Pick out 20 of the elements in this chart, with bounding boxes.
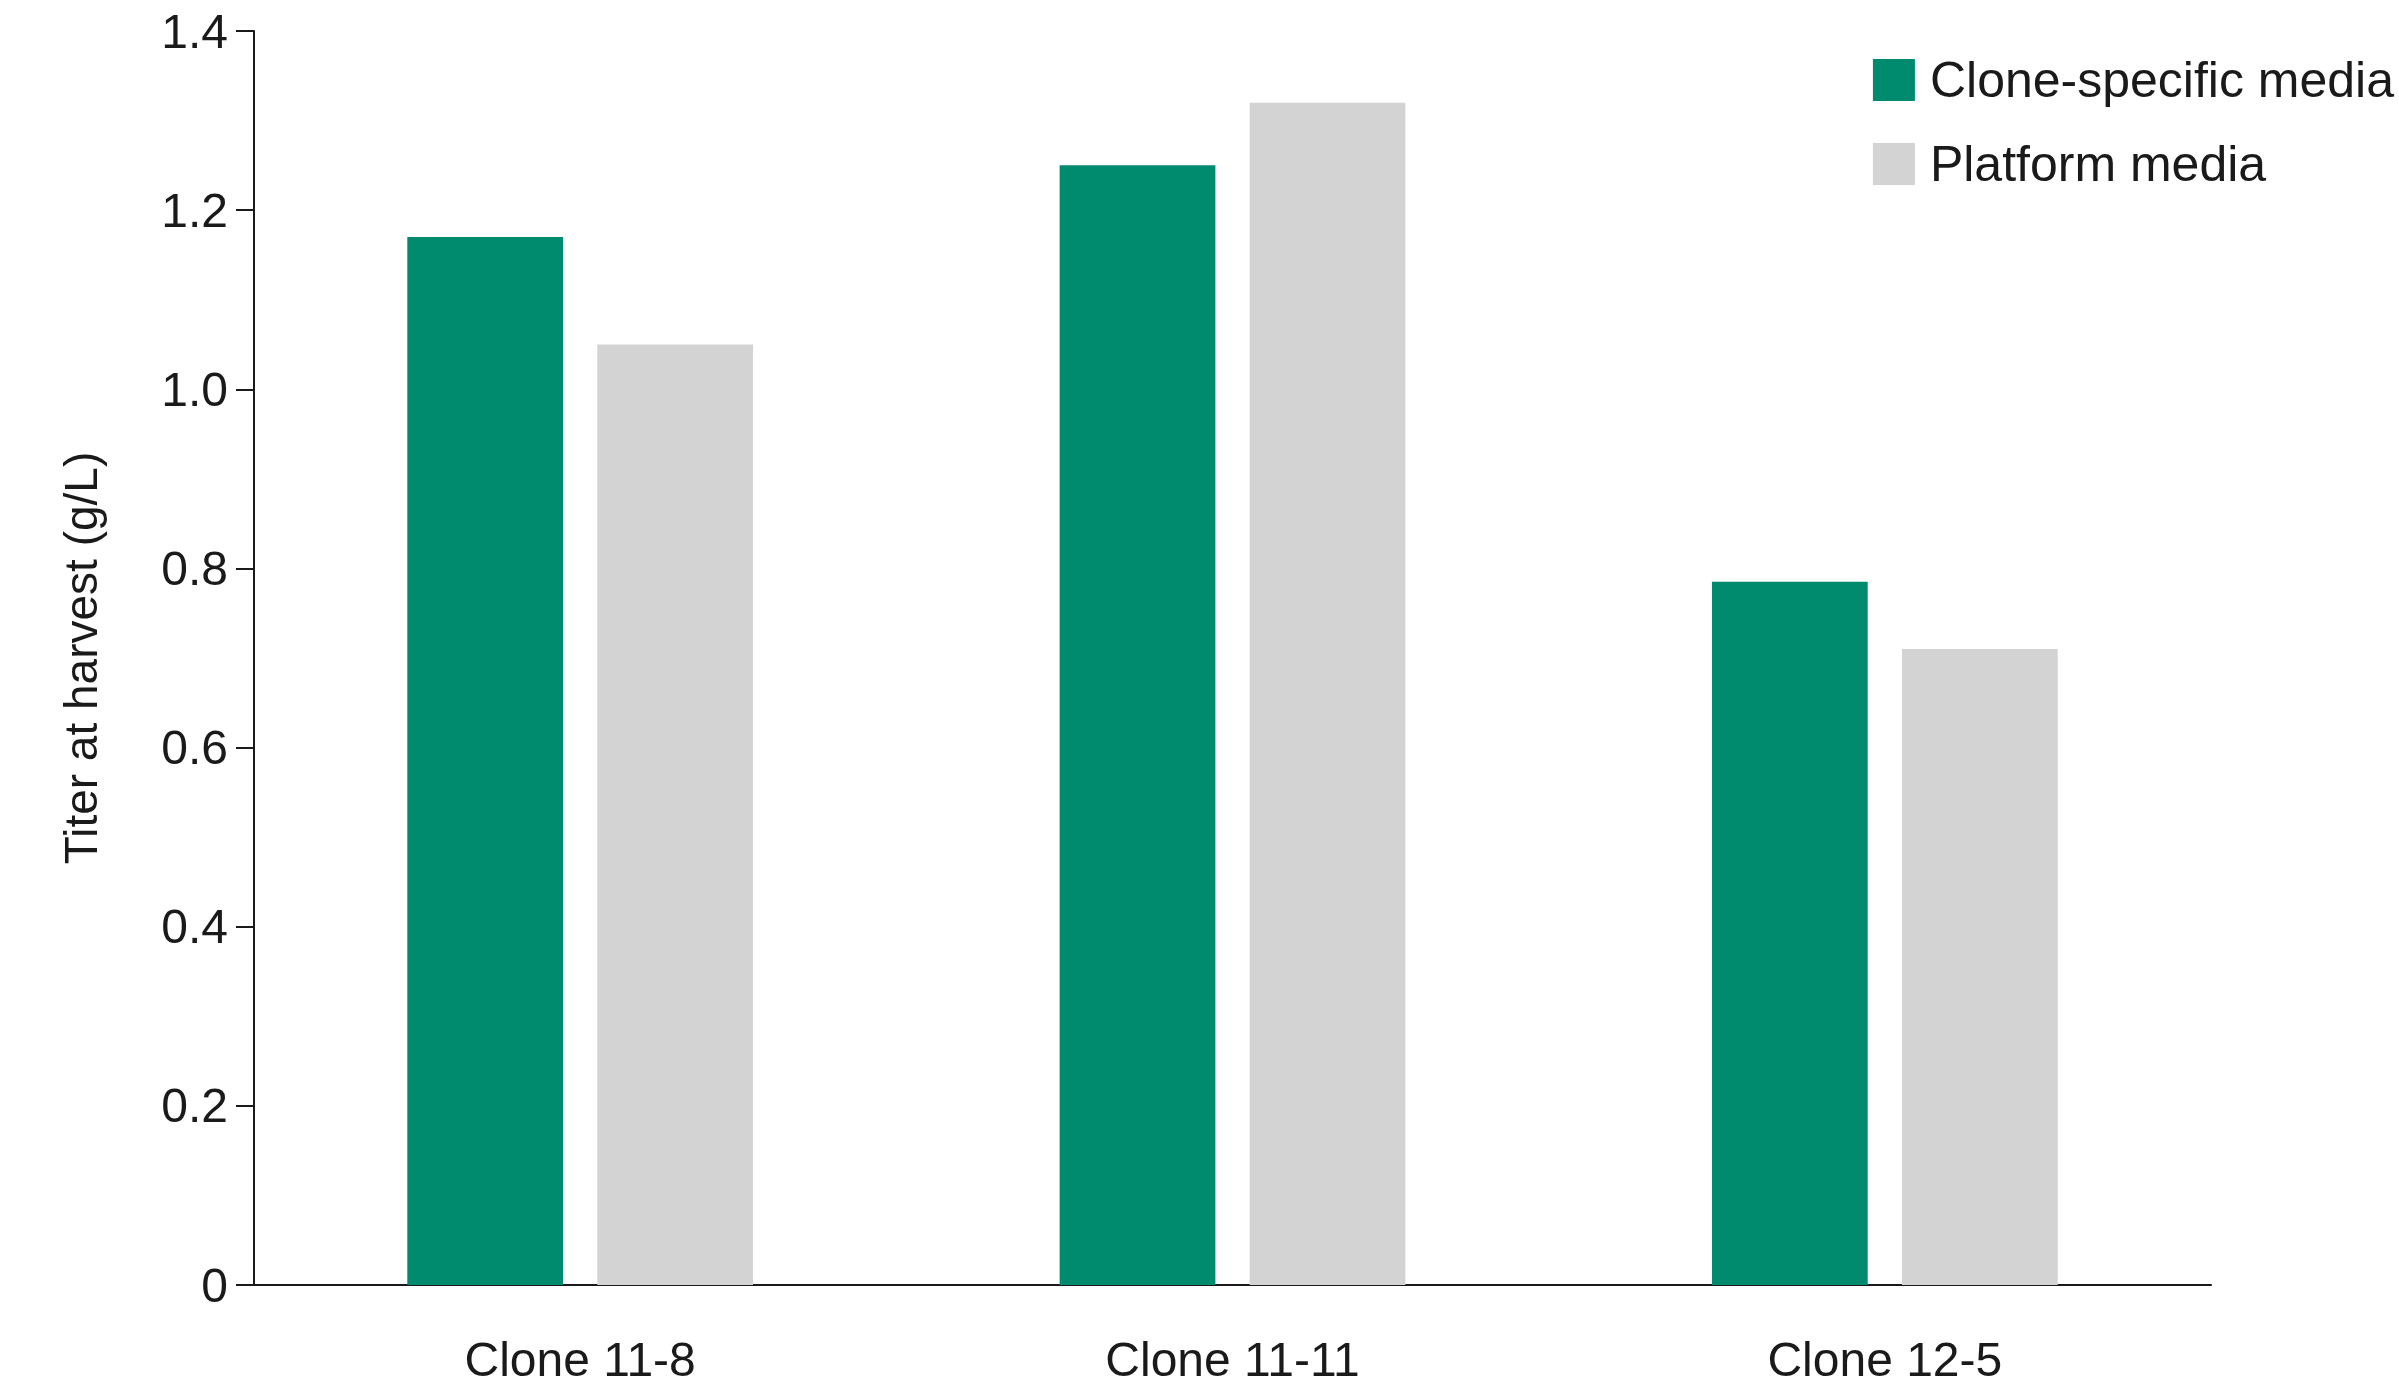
bar (1901, 649, 2058, 1285)
y-tick-label: 1.2 (161, 183, 228, 237)
x-tick-label: Clone 11-8 (464, 1332, 696, 1386)
bar (1249, 102, 1406, 1285)
bar (597, 344, 754, 1285)
x-tick-label: Clone 12-5 (1767, 1332, 2003, 1386)
y-tick-label: 0.4 (161, 900, 228, 954)
y-tick-label: 0.6 (161, 721, 228, 775)
legend-label: Clone-specific media (1929, 52, 2395, 108)
bar (407, 237, 564, 1285)
y-tick-label: 1.4 (161, 4, 228, 58)
y-tick-label: 1.0 (161, 362, 228, 416)
y-axis-title: Titer at harvest (g/L) (55, 451, 107, 865)
y-tick-label: 0 (201, 1258, 228, 1312)
bar (1711, 581, 1868, 1285)
y-tick-label: 0.2 (161, 1079, 228, 1133)
legend-label: Platform media (1929, 136, 2267, 192)
bar (1059, 165, 1216, 1285)
y-tick-label: 0.8 (161, 541, 228, 595)
x-tick-label: Clone 11-11 (1105, 1332, 1360, 1386)
